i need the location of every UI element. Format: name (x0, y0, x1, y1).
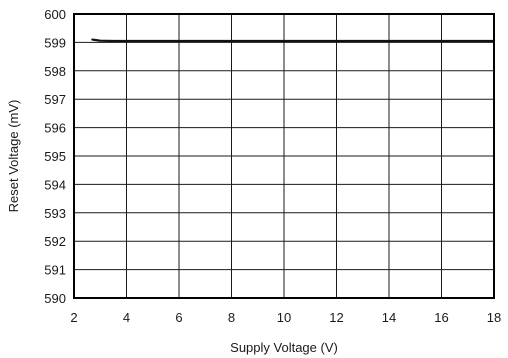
x-tick-label: 6 (175, 310, 182, 325)
y-tick-label: 597 (44, 92, 66, 107)
y-axis-label: Reset Voltage (mV) (6, 100, 21, 213)
y-tick-labels: 590 591 592 593 594 595 596 597 598 599 600 (44, 7, 66, 306)
y-tick-label: 596 (44, 121, 66, 136)
y-tick-label: 595 (44, 149, 66, 164)
grid (74, 14, 494, 298)
x-tick-label: 12 (329, 310, 343, 325)
y-tick-label: 593 (44, 206, 66, 221)
plot-frame (73, 13, 495, 299)
y-tick-label: 600 (44, 7, 66, 22)
x-tick-label: 16 (434, 310, 448, 325)
x-tick-label: 14 (382, 310, 396, 325)
x-tick-labels: 2 4 6 8 10 12 14 16 18 (70, 310, 501, 325)
y-tick-label: 592 (44, 234, 66, 249)
x-tick-label: 8 (228, 310, 235, 325)
x-tick-label: 2 (70, 310, 77, 325)
x-tick-label: 10 (277, 310, 291, 325)
y-tick-label: 598 (44, 64, 66, 79)
x-axis-label: Supply Voltage (V) (230, 340, 338, 355)
y-tick-label: 599 (44, 35, 66, 50)
x-tick-label: 4 (123, 310, 130, 325)
x-tick-label: 18 (487, 310, 501, 325)
series-layer (91, 38, 496, 43)
y-tick-label: 591 (44, 263, 66, 278)
series-line (91, 38, 496, 43)
y-tick-label: 594 (44, 177, 66, 192)
y-tick-label: 590 (44, 291, 66, 306)
